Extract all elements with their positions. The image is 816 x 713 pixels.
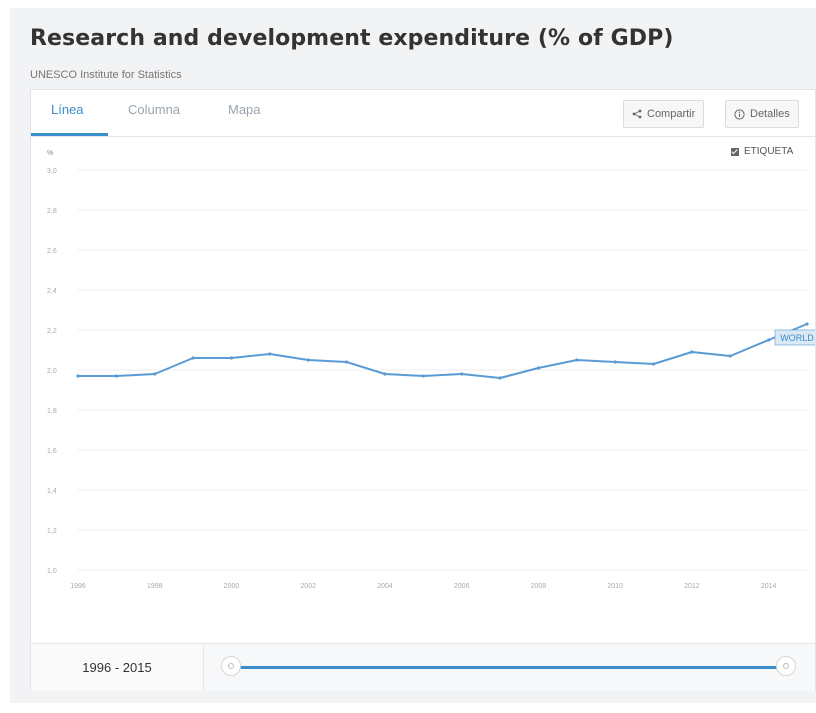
share-button[interactable]: Compartir <box>623 100 705 128</box>
data-point[interactable] <box>690 350 694 354</box>
series-end-label: WORLD <box>780 333 814 343</box>
label-checkbox[interactable] <box>731 147 739 156</box>
page-title: Research and development expenditure (% … <box>30 26 674 51</box>
active-tab-indicator <box>31 133 108 136</box>
data-point[interactable] <box>575 358 579 362</box>
x-tick-label: 2004 <box>377 583 393 590</box>
x-tick-label: 2008 <box>531 583 547 590</box>
details-button[interactable]: Detalles <box>725 100 799 128</box>
data-point[interactable] <box>268 352 272 356</box>
y-tick-label: 3,0 <box>47 168 57 175</box>
tab-line[interactable]: Línea <box>51 102 84 117</box>
x-tick-label: 2002 <box>300 583 316 590</box>
share-icon <box>632 109 642 119</box>
data-point[interactable] <box>728 354 732 358</box>
data-point[interactable] <box>229 356 234 360</box>
slider-track <box>233 666 786 669</box>
x-tick-label: 2000 <box>224 583 240 590</box>
info-icon <box>734 108 745 120</box>
year-range-slider[interactable] <box>221 656 801 678</box>
y-tick-label: 1,2 <box>47 528 57 535</box>
data-point[interactable] <box>191 356 195 360</box>
y-axis-unit: % <box>47 150 53 157</box>
source-label: UNESCO Institute for Statistics <box>30 69 182 81</box>
x-tick-label: 2012 <box>684 583 700 590</box>
y-tick-label: 2,4 <box>47 288 57 295</box>
y-tick-label: 2,2 <box>47 328 57 335</box>
data-point[interactable] <box>767 338 771 342</box>
series-line-world <box>78 323 808 379</box>
details-button-label: Detalles <box>750 108 790 120</box>
slider-end-handle[interactable] <box>776 656 796 676</box>
data-point[interactable] <box>306 358 310 362</box>
chart-card: Línea Columna Mapa Compartir <box>30 89 816 691</box>
data-point[interactable] <box>114 374 118 378</box>
data-point[interactable] <box>805 322 809 326</box>
y-tick-label: 1,6 <box>47 448 57 455</box>
data-point[interactable] <box>421 374 425 378</box>
data-point[interactable] <box>460 372 464 376</box>
content-panel: Research and development expenditure (% … <box>10 8 816 703</box>
x-tick-label: 2006 <box>454 583 470 590</box>
line-chart: 1,0 1,2 1,4 1,6 1,8 2,0 2,2 2,4 2,6 2,8 3,0% 1996 19… <box>47 150 816 590</box>
x-tick-label: 2014 <box>761 583 777 590</box>
y-tick-label: 1,4 <box>47 488 57 495</box>
data-point[interactable] <box>613 360 617 364</box>
y-tick-label: 2,8 <box>47 208 57 215</box>
chart-area: 1,0 1,2 1,4 1,6 1,8 2,0 2,2 2,4 2,6 2,8 3,0% 1996 19… <box>31 137 816 642</box>
x-tick-label: 1996 <box>70 583 86 590</box>
tab-column[interactable]: Columna <box>128 102 181 117</box>
year-range-label: 1996 - 2015 <box>31 644 204 691</box>
share-button-label: Compartir <box>647 108 696 120</box>
y-tick-label: 1,8 <box>47 408 57 415</box>
slider-start-handle[interactable] <box>221 656 241 676</box>
data-point[interactable] <box>344 360 349 364</box>
data-point[interactable] <box>153 372 157 376</box>
data-point[interactable] <box>498 376 502 380</box>
label-toggle-text: ETIQUETA <box>744 146 794 157</box>
x-tick-label: 1998 <box>147 583 163 590</box>
series-end-label-box <box>774 329 816 346</box>
y-tick-label: 1,0 <box>47 568 57 575</box>
x-tick-label: 2010 <box>607 583 623 590</box>
data-point[interactable] <box>536 366 541 370</box>
range-footer: 1996 - 2015 <box>31 643 815 691</box>
tab-map[interactable]: Mapa <box>228 102 261 117</box>
data-point[interactable] <box>651 362 656 366</box>
view-tabs: Línea Columna Mapa Compartir <box>31 90 815 137</box>
y-tick-label: 2,0 <box>47 368 57 375</box>
data-point[interactable] <box>383 372 387 376</box>
y-tick-label: 2,6 <box>47 248 57 255</box>
label-toggle[interactable]: ETIQUETA <box>731 146 793 157</box>
data-point[interactable] <box>76 374 80 378</box>
